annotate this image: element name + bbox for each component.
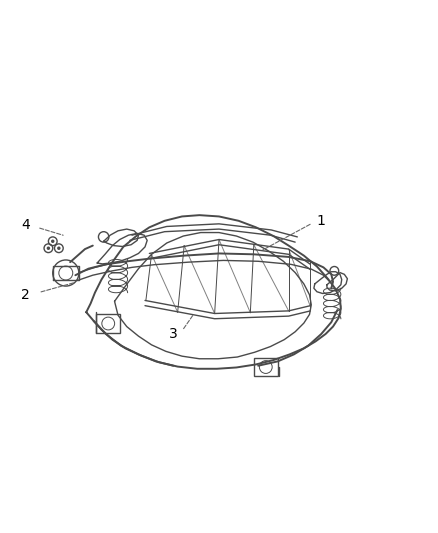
Text: 1: 1 (317, 214, 326, 228)
Bar (96, 314, 120, 333)
Text: 2: 2 (21, 288, 30, 302)
Circle shape (51, 239, 54, 243)
Circle shape (47, 246, 50, 250)
Circle shape (57, 246, 60, 250)
Text: 3: 3 (169, 327, 178, 341)
Bar (254, 358, 278, 376)
Text: 4: 4 (21, 218, 30, 232)
